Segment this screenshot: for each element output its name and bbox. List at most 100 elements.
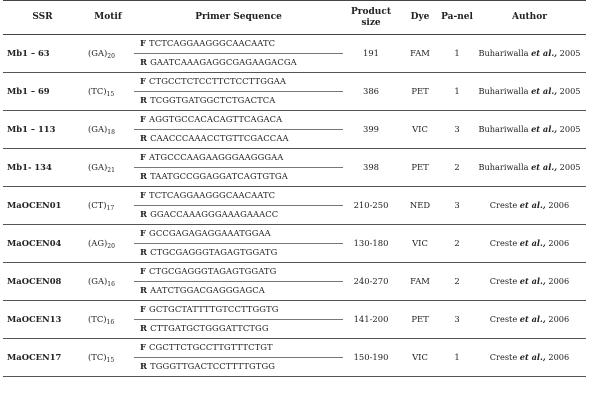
dye: VIC [399, 224, 441, 263]
motif-repeat: (TC) [88, 351, 107, 362]
table-row: MaOCEN04 (AG)20 F GCCGAGAGAGGAAATGGAA 130-18… [3, 224, 586, 263]
forward-label: F [140, 38, 147, 49]
reverse-sequence: CTTGATGCTGGGATTCTGG [150, 323, 269, 334]
product-size: 130-180 [343, 224, 399, 263]
dye: PET [399, 300, 441, 339]
product-size: 210-250 [343, 186, 399, 225]
motif-repeat: (GA) [88, 161, 108, 172]
header-primer-sequence: Primer Sequence [134, 0, 343, 35]
reverse-label: R [140, 171, 148, 182]
forward-primer: F CGCTTCTGCCTTGTTTCTGT [134, 338, 343, 358]
reverse-sequence: GAATCAAAGAGGCGAGAAGACGA [150, 57, 297, 68]
ssr-primer-table: SSR Motif Primer Sequence Product size D… [3, 0, 586, 377]
motif: (GA)21 [82, 148, 134, 187]
forward-primer: F ATGCCCAAGAAGGGAAGGGAA [134, 148, 343, 168]
ssr-name: Mb1 – 63 [3, 34, 82, 73]
reverse-label: R [140, 209, 148, 220]
dye: VIC [399, 338, 441, 377]
panel: 2 [441, 148, 473, 187]
author: Buhariwalla et al., 2005 [473, 34, 586, 73]
author-year: 2005 [559, 123, 581, 134]
panel: 1 [441, 72, 473, 111]
motif-repeat: (GA) [88, 275, 108, 286]
header-dye: Dye [399, 0, 441, 35]
reverse-primer: R CTTGATGCTGGGATTCTGG [134, 319, 343, 339]
forward-sequence: GCCGAGAGAGGAAATGGAA [149, 228, 271, 239]
reverse-primer: R CTGCGAGGGTAGAGTGGATG [134, 243, 343, 263]
motif-count: 15 [106, 356, 115, 364]
table-row: Mb1 – 63 (GA)20 F TCTCAGGAAGGGCAACAATC 191 FA… [3, 34, 586, 73]
author-year: 2006 [548, 275, 570, 286]
author-year: 2006 [548, 237, 570, 248]
forward-sequence: AGGTGCCACACAGTTCAGACA [149, 114, 283, 125]
author-etal: et al., [531, 161, 558, 172]
dye: FAM [399, 34, 441, 73]
author-etal: et al., [519, 351, 546, 362]
author-year: 2005 [559, 47, 581, 58]
motif-repeat: (TC) [88, 85, 107, 96]
author-name: Creste [489, 351, 518, 362]
author: Creste et al., 2006 [473, 186, 586, 225]
ssr-name: Mb1 – 69 [3, 72, 82, 111]
author-name: Buhariwalla [478, 47, 529, 58]
forward-label: F [140, 342, 147, 353]
motif: (TC)15 [82, 72, 134, 111]
motif-count: 16 [107, 280, 115, 288]
forward-label: F [140, 190, 147, 201]
forward-label: F [140, 304, 147, 315]
header-row: SSR Motif Primer Sequence Product size D… [3, 0, 586, 35]
motif-repeat: (GA) [88, 47, 108, 58]
dye: PET [399, 148, 441, 187]
header-author: Author [473, 0, 586, 35]
author-name: Creste [489, 313, 518, 324]
reverse-label: R [140, 285, 148, 296]
motif-repeat: (GA) [88, 123, 108, 134]
ssr-name: MaOCEN08 [3, 262, 82, 301]
motif: (GA)16 [82, 262, 134, 301]
author: Creste et al., 2006 [473, 338, 586, 377]
author-name: Buhariwalla [478, 85, 529, 96]
forward-primer: F CTGCCTCTCCTTCTCCTTGGAA [134, 72, 343, 92]
dye: NED [399, 186, 441, 225]
forward-sequence: CTGCGAGGGTAGAGTGGATG [149, 266, 277, 277]
dye: FAM [399, 262, 441, 301]
reverse-sequence: AATCTGGACGAGGGAGCA [150, 285, 265, 296]
dye: VIC [399, 110, 441, 149]
table-row: Mb1 – 113 (GA)18 F AGGTGCCACACAGTTCAGACA 399… [3, 110, 586, 149]
author: Creste et al., 2006 [473, 300, 586, 339]
ssr-name: Mb1- 134 [3, 148, 82, 187]
product-size: 141-200 [343, 300, 399, 339]
motif-count: 20 [107, 242, 115, 250]
author-year: 2006 [548, 313, 570, 324]
product-size: 150-190 [343, 338, 399, 377]
forward-sequence: TCTCAGGAAGGGCAACAATC [149, 38, 276, 49]
header-ssr: SSR [3, 0, 82, 35]
reverse-label: R [140, 133, 148, 144]
panel: 3 [441, 300, 473, 339]
panel: 3 [441, 110, 473, 149]
reverse-sequence: CAACCCAAACCTGTTCGACCAA [150, 133, 289, 144]
product-size: 386 [343, 72, 399, 111]
author: Creste et al., 2006 [473, 262, 586, 301]
product-size: 240-270 [343, 262, 399, 301]
motif-repeat: (CT) [88, 199, 107, 210]
table-row: MaOCEN08 (GA)16 F CTGCGAGGGTAGAGTGGATG 240-2… [3, 262, 586, 301]
reverse-label: R [140, 95, 148, 106]
author-etal: et al., [531, 47, 558, 58]
forward-sequence: TCTCAGGAAGGGCAACAATC [149, 190, 276, 201]
panel: 3 [441, 186, 473, 225]
table-row: R TCGGTGATGGCTCTGACTCA [3, 91, 586, 111]
forward-label: F [140, 228, 147, 239]
ssr-name: MaOCEN04 [3, 224, 82, 263]
table-row: R CAACCCAAACCTGTTCGACCAA [3, 129, 586, 149]
motif: (TC)16 [82, 300, 134, 339]
table-row: R GGACCAAAGGGAAAGAAACC [3, 205, 586, 225]
motif-count: 15 [106, 90, 115, 98]
author-year: 2006 [548, 351, 570, 362]
forward-label: F [140, 266, 147, 277]
motif-repeat: (TC) [88, 313, 107, 324]
ssr-name: MaOCEN17 [3, 338, 82, 377]
author-year: 2005 [559, 85, 581, 96]
motif: (AG)20 [82, 224, 134, 263]
forward-primer: F CTGCGAGGGTAGAGTGGATG [134, 262, 343, 282]
